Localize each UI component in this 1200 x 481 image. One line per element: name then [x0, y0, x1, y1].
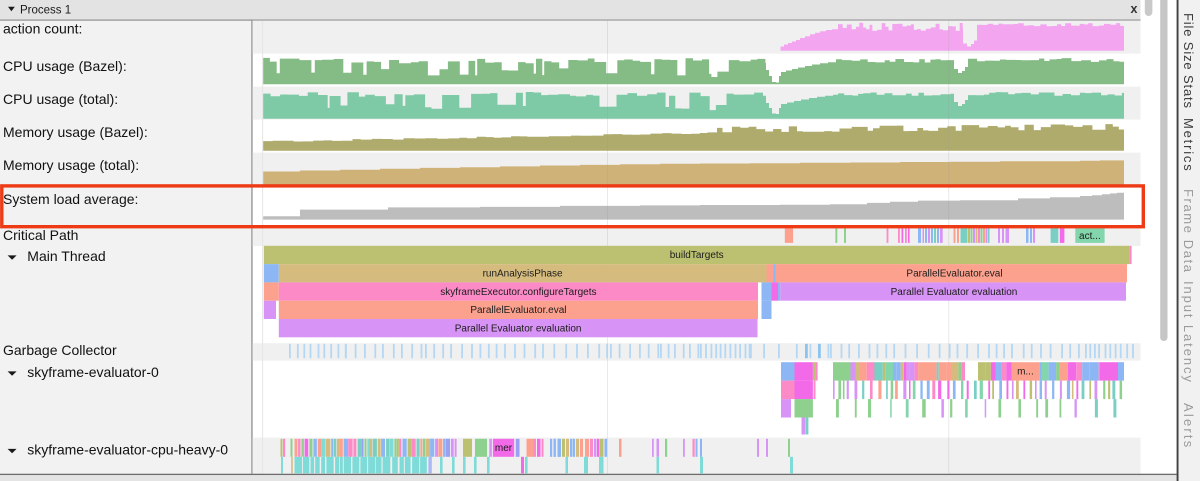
svg-text:act...: act...	[1079, 231, 1101, 242]
svg-text:Main Thread: Main Thread	[27, 248, 105, 264]
svg-text:Parallel Evaluator evaluation: Parallel Evaluator evaluation	[455, 323, 582, 334]
svg-text:skyframe-evaluator-cpu-heavy-0: skyframe-evaluator-cpu-heavy-0	[27, 442, 228, 458]
svg-text:action count:: action count:	[3, 21, 82, 37]
svg-text:runAnalysisPhase: runAnalysisPhase	[483, 269, 563, 280]
svg-text:Process 1: Process 1	[20, 5, 71, 17]
svg-text:Memory usage (Bazel):: Memory usage (Bazel):	[3, 124, 148, 140]
svg-text:File Size Stats: File Size Stats	[1181, 13, 1196, 109]
svg-text:CPU usage (Bazel):: CPU usage (Bazel):	[3, 58, 127, 74]
svg-text:Frame Data: Frame Data	[1181, 189, 1196, 274]
svg-text:x: x	[1131, 2, 1138, 16]
svg-text:CPU usage (total):: CPU usage (total):	[3, 91, 118, 107]
svg-text:Garbage Collector: Garbage Collector	[3, 342, 117, 358]
svg-text:buildTargets: buildTargets	[670, 250, 724, 261]
svg-text:System load average:: System load average:	[3, 191, 138, 207]
svg-text:mer: mer	[495, 443, 513, 454]
svg-text:ParallelEvaluator.eval: ParallelEvaluator.eval	[906, 269, 1002, 280]
svg-text:Alerts: Alerts	[1181, 403, 1196, 449]
svg-text:Parallel Evaluator evaluation: Parallel Evaluator evaluation	[891, 287, 1018, 298]
svg-text:ParallelEvaluator.eval: ParallelEvaluator.eval	[470, 305, 566, 316]
svg-text:Memory usage (total):: Memory usage (total):	[3, 157, 139, 173]
svg-text:Input Latency: Input Latency	[1181, 281, 1196, 384]
svg-text:skyframeExecutor.configureTarg: skyframeExecutor.configureTargets	[440, 287, 596, 298]
svg-text:Critical Path: Critical Path	[3, 227, 78, 243]
svg-text:skyframe-evaluator-0: skyframe-evaluator-0	[27, 364, 159, 380]
svg-text:Metrics: Metrics	[1181, 118, 1196, 173]
svg-text:m...: m...	[1017, 367, 1034, 378]
